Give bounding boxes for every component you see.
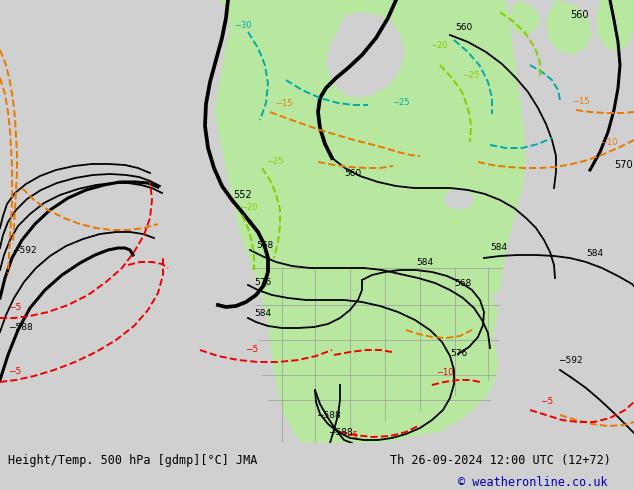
Text: 560: 560 [570, 10, 588, 20]
Text: −30: −30 [234, 21, 252, 30]
Polygon shape [215, 0, 526, 443]
Polygon shape [546, 0, 592, 55]
Text: −25: −25 [392, 98, 410, 107]
Text: 568: 568 [256, 241, 273, 250]
Text: −10: −10 [600, 138, 618, 147]
Text: 576: 576 [450, 349, 467, 358]
Text: −25: −25 [266, 157, 283, 166]
Polygon shape [326, 12, 405, 98]
Polygon shape [492, 290, 510, 308]
Text: −588: −588 [328, 428, 353, 437]
Text: 568: 568 [454, 279, 471, 288]
Polygon shape [596, 0, 634, 52]
Text: 584: 584 [416, 258, 433, 267]
Text: © weatheronline.co.uk: © weatheronline.co.uk [458, 475, 607, 489]
Text: 584: 584 [254, 309, 271, 318]
Text: 584: 584 [490, 243, 507, 252]
Text: Th 26-09-2024 12:00 UTC (12+72): Th 26-09-2024 12:00 UTC (12+72) [390, 454, 611, 466]
Text: −15: −15 [572, 97, 590, 106]
Text: 576: 576 [254, 278, 271, 287]
Text: −5: −5 [8, 303, 22, 312]
Text: −5: −5 [540, 397, 553, 406]
Text: −15: −15 [275, 99, 292, 108]
Text: −588: −588 [316, 411, 340, 420]
Text: 560: 560 [455, 23, 472, 32]
Text: −20: −20 [240, 203, 257, 212]
Text: 560: 560 [344, 169, 361, 178]
Text: −592: −592 [558, 356, 583, 365]
Text: −5: −5 [8, 367, 22, 376]
Text: −5: −5 [345, 431, 358, 440]
Text: −5: −5 [245, 345, 258, 354]
Text: −10: −10 [436, 368, 453, 377]
Text: −592: −592 [12, 245, 37, 254]
Polygon shape [443, 188, 474, 210]
Text: 584: 584 [586, 249, 603, 258]
Text: −25: −25 [462, 71, 479, 80]
Text: −20: −20 [430, 41, 448, 50]
Text: 552: 552 [233, 190, 252, 200]
Text: Height/Temp. 500 hPa [gdmp][°C] JMA: Height/Temp. 500 hPa [gdmp][°C] JMA [8, 454, 257, 466]
Text: −588: −588 [8, 323, 33, 332]
Polygon shape [510, 0, 540, 36]
Text: 570: 570 [614, 160, 633, 170]
